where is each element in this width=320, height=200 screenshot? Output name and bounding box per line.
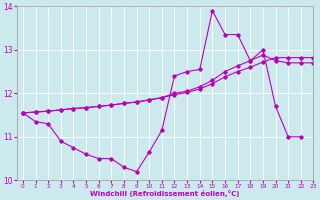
- X-axis label: Windchill (Refroidissement éolien,°C): Windchill (Refroidissement éolien,°C): [90, 190, 240, 197]
